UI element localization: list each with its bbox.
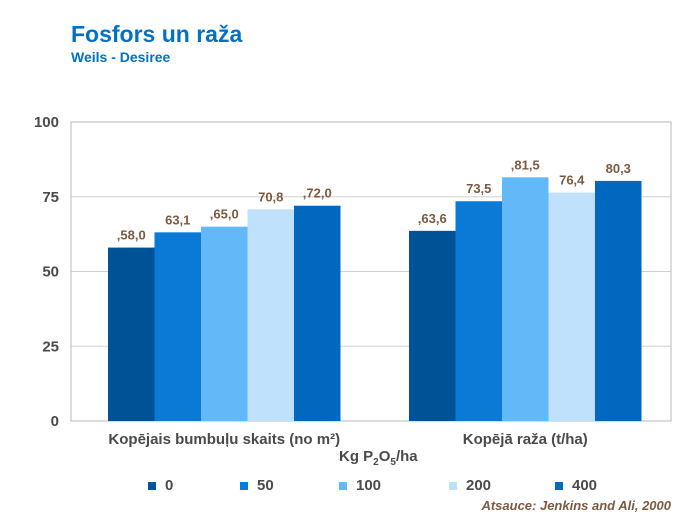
legend-item-200: 200 [449, 477, 491, 494]
legend: 0 50 100 200 400 [0, 477, 690, 497]
data-label: 63,1 [165, 212, 190, 227]
data-label: 80,3 [606, 161, 631, 176]
legend-item-50: 50 [240, 477, 274, 494]
data-label: ,63,6 [418, 211, 447, 226]
data-label: ,58,0 [117, 228, 146, 243]
legend-swatch [555, 481, 563, 490]
legend-swatch [148, 481, 156, 490]
legend-label: 400 [572, 477, 598, 494]
bar-50-2 [455, 201, 502, 421]
data-label: ,81,5 [511, 157, 540, 172]
bar-200-2 [548, 192, 595, 421]
legend-label: 100 [356, 477, 382, 494]
y-tick-label: 100 [34, 114, 59, 131]
data-label: ,72,0 [303, 186, 332, 201]
bar-0-2 [409, 230, 456, 421]
legend-item-0: 0 [148, 477, 173, 494]
bar-400-2 [595, 180, 642, 421]
bar-100-1 [201, 226, 248, 421]
legend-label: 200 [466, 477, 492, 494]
legend-label: 50 [257, 477, 274, 494]
legend-swatch [240, 481, 248, 490]
legend-item-100: 100 [339, 477, 381, 494]
data-label: 70,8 [258, 189, 283, 204]
legend-label: 0 [165, 477, 174, 494]
y-tick-label: 50 [42, 264, 59, 281]
data-label: 73,5 [466, 181, 491, 196]
x-axis-label: Kg P2O5/ha [339, 448, 418, 468]
x-category-label: Kopējā raža (t/ha) [463, 431, 588, 448]
legend-swatch [449, 481, 457, 490]
bar-100-2 [502, 177, 549, 421]
bar-50-1 [154, 232, 201, 421]
x-category-label: Kopējais bumbuļu skaits (no m²) [108, 431, 340, 448]
bar-0-1 [108, 247, 155, 421]
chart-title: Fosfors un raža [71, 21, 243, 47]
bar-400-1 [294, 205, 341, 421]
chart-subtitle: Weils - Desiree [71, 49, 171, 65]
source-note: Atsauce: Jenkins and Ali, 2000 [481, 498, 671, 513]
data-label: ,65,0 [210, 207, 239, 222]
legend-item-400: 400 [555, 477, 597, 494]
legend-swatch [339, 481, 347, 490]
y-tick-label: 25 [42, 338, 59, 355]
bar-200-1 [247, 209, 294, 421]
plot-frame [70, 121, 672, 422]
y-tick-label: 0 [51, 413, 59, 430]
y-tick-label: 75 [42, 189, 59, 206]
data-label: 76,4 [559, 173, 585, 188]
